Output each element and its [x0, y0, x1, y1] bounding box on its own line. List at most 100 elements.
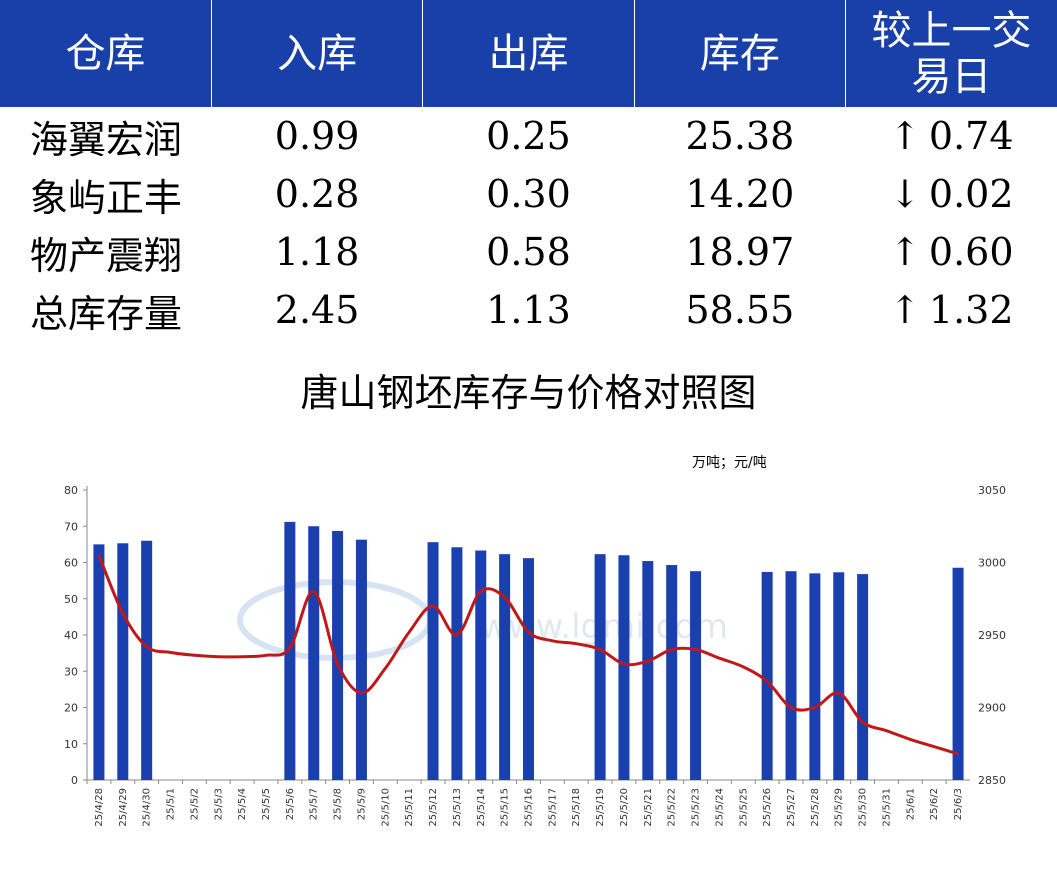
arrow-up-icon: ↑	[889, 114, 921, 158]
left-tick-label: 60	[64, 557, 78, 570]
inventory-bar	[690, 571, 702, 780]
x-tick-label: 25/5/12	[428, 788, 439, 827]
inventory-bar	[666, 565, 678, 780]
change-value: 0.74	[928, 114, 1014, 158]
x-tick-label: 25/5/17	[547, 788, 558, 827]
x-tick-label: 25/5/23	[691, 788, 702, 827]
x-tick-label: 25/4/28	[94, 788, 105, 827]
x-tick-label: 25/5/29	[834, 788, 845, 827]
header-stock: 库存	[634, 0, 847, 107]
x-tick-label: 25/5/16	[524, 788, 535, 827]
left-tick-label: 80	[64, 484, 78, 497]
x-tick-label: 25/5/2	[189, 788, 200, 820]
in-value: 0.99	[274, 114, 360, 158]
arrow-up-icon: ↑	[889, 288, 921, 332]
table-header-row: 仓库 入库 出库 库存 较上一交易日	[0, 0, 1057, 107]
inventory-bar	[523, 558, 534, 780]
x-tick-label: 25/5/27	[786, 788, 797, 827]
change-cell: ↑ 0.74	[846, 107, 1057, 165]
header-change: 较上一交易日	[845, 0, 1057, 107]
change-value: 0.60	[928, 230, 1014, 274]
x-tick-label: 25/5/6	[285, 788, 296, 820]
left-tick-label: 70	[64, 520, 78, 533]
chart-title: 唐山钢坯库存与价格对照图	[300, 371, 757, 415]
left-tick-label: 0	[71, 774, 78, 787]
x-tick-label: 25/5/31	[881, 788, 892, 827]
x-tick-label: 25/5/8	[333, 788, 344, 820]
right-tick-label: 2950	[978, 629, 1006, 642]
inventory-bar	[332, 530, 344, 780]
right-tick-label: 3000	[978, 557, 1006, 570]
x-tick-label: 25/5/18	[571, 788, 582, 827]
left-tick-label: 40	[64, 629, 78, 642]
chart-panel: 唐山钢坯库存与价格对照图 万吨；元/吨 www.lgmi.com01020304…	[0, 342, 1057, 895]
inventory-bar	[642, 561, 654, 780]
header-in: 入库	[211, 0, 424, 107]
in-value: 0.28	[274, 172, 360, 216]
inventory-bar	[141, 540, 153, 780]
x-tick-label: 25/5/24	[714, 788, 725, 827]
warehouse-name: 象屿正丰	[30, 175, 183, 220]
x-tick-label: 25/5/22	[667, 788, 678, 827]
x-tick-label: 25/5/10	[380, 788, 391, 827]
arrow-down-icon: ↓	[889, 172, 921, 216]
inventory-bar	[355, 539, 367, 780]
x-tick-label: 25/5/30	[858, 788, 869, 827]
inventory-bar	[761, 571, 773, 780]
x-tick-label: 25/5/26	[762, 788, 773, 827]
inventory-bar	[475, 550, 487, 780]
x-tick-label: 25/5/13	[452, 788, 463, 827]
x-tick-label: 25/5/25	[738, 788, 749, 827]
inventory-bar	[117, 543, 129, 780]
inventory-bar	[809, 573, 821, 780]
arrow-up-icon: ↑	[889, 230, 921, 274]
x-tick-label: 25/5/28	[810, 788, 821, 827]
x-tick-label: 25/5/19	[595, 788, 606, 827]
right-tick-label: 3050	[978, 484, 1006, 497]
inventory-bar	[594, 554, 606, 780]
inventory-bar	[284, 521, 296, 780]
header-out: 出库	[422, 0, 635, 107]
unit-note: 万吨；元/吨	[692, 455, 767, 471]
inventory-bar	[427, 542, 439, 780]
x-tick-label: 25/6/2	[929, 788, 940, 820]
warehouse-name: 海翼宏润	[30, 117, 183, 162]
out-value: 0.25	[486, 114, 571, 158]
left-tick-label: 30	[64, 665, 78, 678]
x-tick-label: 25/5/5	[261, 788, 272, 820]
left-tick-label: 20	[64, 702, 78, 715]
inventory-bar	[93, 544, 105, 780]
out-value: 1.13	[486, 288, 571, 332]
inventory-bar	[308, 526, 320, 780]
change-cell: ↑ 1.32	[846, 281, 1057, 339]
x-tick-label: 25/5/21	[643, 788, 654, 827]
change-cell: ↑ 0.60	[846, 223, 1057, 281]
inventory-bar	[618, 555, 630, 780]
in-value: 1.18	[274, 230, 360, 274]
x-tick-label: 25/4/29	[118, 788, 129, 827]
table-row: 物产震翔 1.18 0.58 18.97 ↑ 0.60	[0, 223, 1057, 281]
inventory-bar	[451, 547, 463, 780]
x-tick-label: 25/6/1	[905, 788, 916, 820]
x-tick-label: 25/5/4	[237, 788, 248, 820]
price-line	[97, 554, 959, 756]
in-value: 2.45	[274, 288, 360, 332]
right-tick-label: 2900	[978, 702, 1006, 715]
x-tick-label: 25/5/15	[500, 788, 511, 827]
stock-value: 58.55	[685, 288, 795, 332]
change-value: 0.02	[928, 172, 1014, 216]
out-value: 0.58	[486, 230, 571, 274]
inventory-bar	[785, 571, 797, 780]
x-tick-label: 25/5/1	[166, 788, 177, 820]
stock-value: 18.97	[685, 230, 795, 274]
left-tick-label: 50	[64, 593, 78, 606]
x-tick-label: 25/5/7	[309, 788, 320, 820]
price-inventory-chart: www.lgmi.com0102030405060708028502900295…	[64, 484, 1006, 827]
inventory-table: 仓库 入库 出库 库存 较上一交易日 海翼宏润 0.99 0.25 25.38 …	[0, 0, 1057, 339]
x-tick-label: 25/5/9	[356, 788, 367, 820]
warehouse-name: 总库存量	[30, 291, 183, 336]
warehouse-name: 物产震翔	[30, 233, 183, 278]
inventory-bar	[499, 554, 511, 780]
x-tick-label: 25/5/11	[404, 788, 415, 827]
left-tick-label: 10	[64, 738, 78, 751]
